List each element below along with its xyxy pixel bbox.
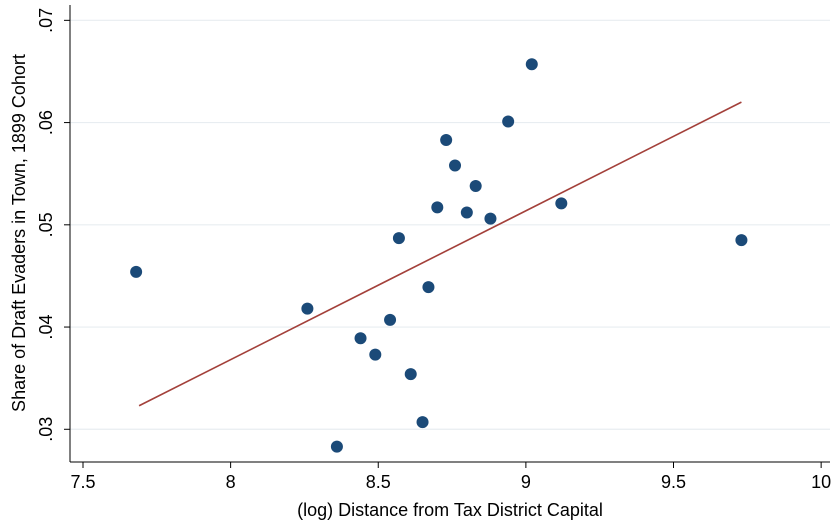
x-tick-label: 7.5 <box>70 472 95 492</box>
scatter-point <box>130 265 143 278</box>
scatter-point <box>301 302 314 315</box>
fit-line <box>138 101 742 407</box>
scatter-point <box>469 179 482 192</box>
y-tick-label: .07 <box>36 8 56 33</box>
scatter-point <box>354 332 367 345</box>
y-tick-label: .04 <box>36 315 56 340</box>
scatter-point <box>384 313 397 326</box>
scatter-point <box>330 440 343 453</box>
scatter-point <box>392 232 405 245</box>
scatter-point <box>555 197 568 210</box>
scatter-point <box>431 201 444 214</box>
scatter-point <box>484 212 497 225</box>
scatter-point <box>502 115 515 128</box>
x-axis-title: (log) Distance from Tax District Capital <box>297 500 603 520</box>
y-tick-label: .06 <box>36 110 56 135</box>
x-tick-label: 9 <box>521 472 531 492</box>
scatter-point <box>369 348 382 361</box>
scatter-point <box>404 368 417 381</box>
scatter-point <box>449 159 462 172</box>
x-tick-label: 10 <box>811 472 831 492</box>
scatter-point <box>525 58 538 71</box>
x-tick-label: 9.5 <box>661 472 686 492</box>
scatter-point <box>422 281 435 294</box>
y-tick-label: .03 <box>36 417 56 442</box>
x-tick-label: 8 <box>226 472 236 492</box>
scatter-point <box>735 234 748 247</box>
x-tick-label: 8.5 <box>366 472 391 492</box>
scatter-point <box>460 206 473 219</box>
y-tick-label: .05 <box>36 212 56 237</box>
scatter-point <box>440 133 453 146</box>
y-axis-title: Share of Draft Evaders in Town, 1899 Coh… <box>9 54 29 412</box>
scatter-point <box>416 416 429 429</box>
